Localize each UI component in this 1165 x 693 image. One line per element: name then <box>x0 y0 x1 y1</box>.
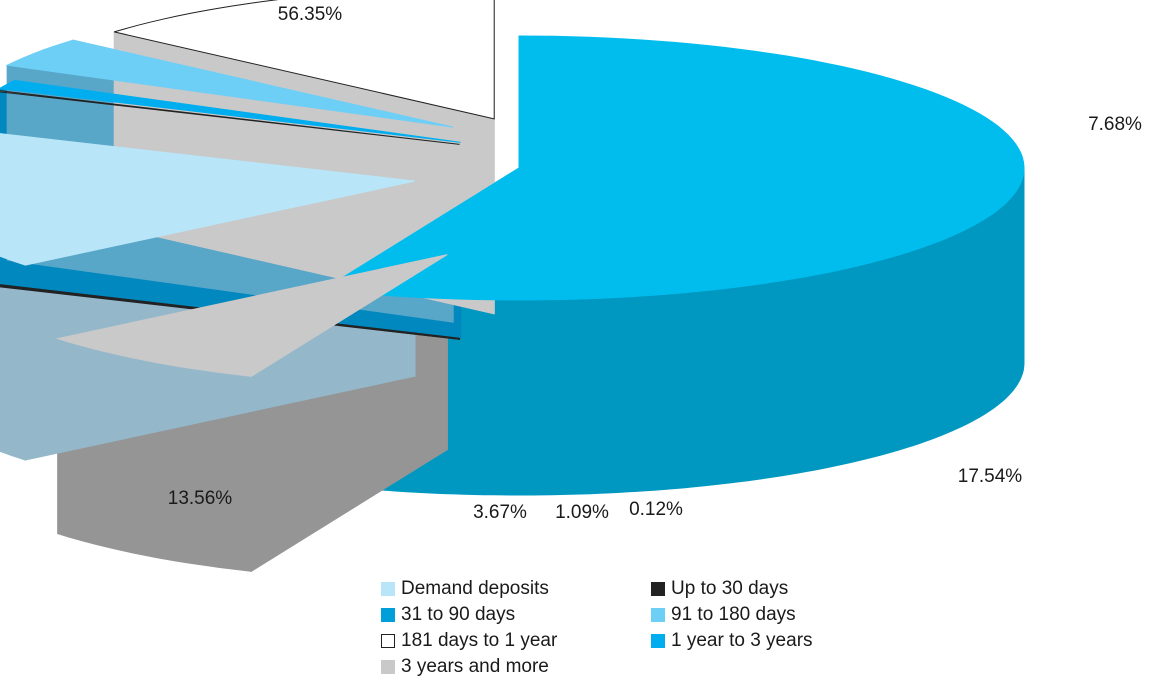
legend-label: 3 years and more <box>401 656 549 677</box>
legend-label: 91 to 180 days <box>671 604 796 625</box>
legend-item: 1 year to 3 years <box>651 630 813 652</box>
pie-slice <box>0 79 461 143</box>
legend-label: 181 days to 1 year <box>401 630 558 651</box>
legend: Demand deposits 31 to 90 days 181 days to … <box>381 578 851 688</box>
data-label: 7.68% <box>1088 114 1142 135</box>
data-label: 56.35% <box>278 4 343 25</box>
legend-item: 31 to 90 days <box>381 604 515 626</box>
legend-label: Demand deposits <box>401 578 549 599</box>
legend-swatch <box>381 660 395 674</box>
data-label: 13.56% <box>168 488 233 509</box>
pie-slice <box>321 35 1025 301</box>
legend-item: Demand deposits <box>381 578 549 600</box>
legend-item: 181 days to 1 year <box>381 630 557 652</box>
data-label: 0.12% <box>629 499 683 520</box>
data-label: 17.54% <box>958 466 1023 487</box>
pie-slice <box>55 254 448 377</box>
legend-swatch <box>651 582 665 596</box>
data-label: 3.67% <box>473 502 527 523</box>
legend-item: Up to 30 days <box>651 578 788 600</box>
pie-slice <box>0 133 416 266</box>
pie-slice-wall <box>0 255 26 461</box>
pie-slice <box>5 39 454 128</box>
legend-item: 3 years and more <box>381 656 549 678</box>
legend-swatch <box>381 582 395 596</box>
legend-label: Up to 30 days <box>671 578 789 599</box>
pie-slice <box>0 90 460 145</box>
legend-label: 1 year to 3 years <box>671 630 813 651</box>
legend-swatch <box>381 608 395 622</box>
legend-swatch <box>381 634 395 648</box>
legend-label: 31 to 90 days <box>401 604 516 625</box>
pie-slice <box>114 0 495 120</box>
legend-swatch <box>651 634 665 648</box>
legend-swatch <box>651 608 665 622</box>
legend-item: 91 to 180 days <box>651 604 796 626</box>
data-label: 1.09% <box>555 502 609 523</box>
